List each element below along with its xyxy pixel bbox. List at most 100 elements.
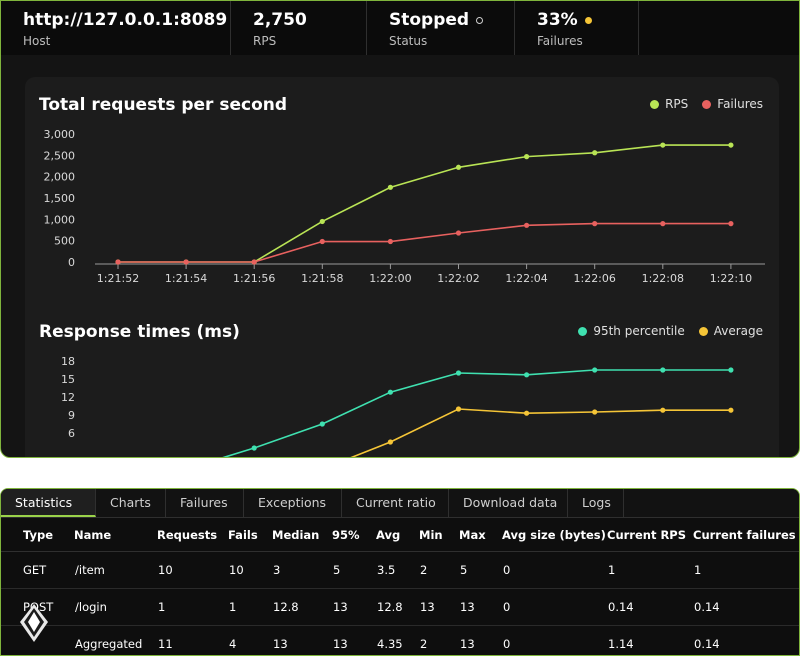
col-avg[interactable]: Avg <box>376 518 419 552</box>
col-name[interactable]: Name <box>74 518 157 552</box>
failures-stat: 33% Failures <box>515 1 639 55</box>
table-cell: Aggregated <box>74 625 157 655</box>
table-cell: 13 <box>272 625 332 655</box>
data-point <box>660 407 666 413</box>
table-cell: 3 <box>272 551 332 589</box>
charts-card: Total requests per second RPS Failures R… <box>25 77 779 457</box>
x-tick-label: 1:21:58 <box>301 272 343 285</box>
data-point <box>251 259 257 265</box>
data-point <box>592 221 598 227</box>
tab-logs[interactable]: Logs <box>568 489 624 517</box>
data-point <box>660 367 666 373</box>
table-cell: 13 <box>459 625 502 655</box>
y-tick-label: 1,500 <box>44 192 76 205</box>
legend-average-label: Average <box>713 324 763 338</box>
stats-header: http://127.0.0.1:8089 Host 2,750 RPS Sto… <box>1 1 799 55</box>
y-tick-label: 1,000 <box>44 213 76 226</box>
y-tick-label: 18 <box>61 355 75 368</box>
x-tick-label: 1:21:54 <box>165 272 207 285</box>
data-point <box>592 367 598 373</box>
tab-charts[interactable]: Charts <box>96 489 166 517</box>
table-cell: 2 <box>419 625 459 655</box>
x-tick-label: 1:22:06 <box>573 272 615 285</box>
table-cell: 13 <box>332 588 376 626</box>
legend-p95[interactable]: 95th percentile <box>578 324 685 338</box>
table-cell: 1 <box>157 588 228 626</box>
data-point <box>387 238 393 245</box>
tab-current-ratio[interactable]: Current ratio <box>342 489 449 517</box>
table-cell: 5 <box>459 551 502 589</box>
legend-rps[interactable]: RPS <box>650 97 688 111</box>
y-tick-label: 3,000 <box>44 128 76 141</box>
table-cell: 0 <box>502 588 607 626</box>
data-point <box>455 370 462 376</box>
y-tick-label: 6 <box>68 427 75 440</box>
table-cell: 0.14 <box>607 588 693 626</box>
data-point <box>524 372 530 378</box>
legend-p95-dot-icon <box>578 326 588 336</box>
data-point <box>728 221 734 227</box>
y-tick-label: 2,500 <box>44 149 76 162</box>
table-cell: 0.14 <box>693 625 799 655</box>
data-point <box>524 410 530 416</box>
response-chart-title: Response times (ms) <box>39 322 240 342</box>
tab-statistics[interactable]: Statistics <box>1 489 96 517</box>
y-tick-label: 15 <box>61 373 75 386</box>
col-avg-size[interactable]: Avg size (bytes) <box>502 518 607 552</box>
tab-download-data[interactable]: Download data <box>449 489 568 517</box>
data-point <box>524 222 530 228</box>
series-line-rps <box>118 144 731 263</box>
legend-rps-label: RPS <box>665 97 689 111</box>
table-cell: /login <box>74 588 157 626</box>
rps-value: 2,750 <box>253 10 307 30</box>
response-chart-legend: 95th percentile Average <box>578 324 763 338</box>
col-current-failures[interactable]: Current failures <box>693 518 799 552</box>
legend-average[interactable]: Average <box>698 324 763 338</box>
x-tick-label: 1:22:04 <box>505 272 547 285</box>
table-cell: 10 <box>228 551 272 589</box>
x-tick-label: 1:22:02 <box>437 272 479 285</box>
tab-failures[interactable]: Failures <box>166 489 244 517</box>
col-min[interactable]: Min <box>419 518 459 552</box>
col-median[interactable]: Median <box>272 518 332 552</box>
table-cell: 0 <box>502 551 607 589</box>
data-point <box>660 142 666 148</box>
charts-svg: 3,000 2,500 2,000 1,500 1,000 500 0 1:21:52 1:21… <box>44 128 765 457</box>
x-tick-label: 1:22:00 <box>369 272 411 285</box>
statistics-panel: Statistics Charts Failures Exceptions Cu… <box>0 488 800 656</box>
y-tick-label: 9 <box>68 409 75 422</box>
table-cell: 13 <box>332 625 376 655</box>
col-fails[interactable]: Fails <box>228 518 272 552</box>
table-row: POST/login 1 1 12.8 13 12.8 13 13 0 0.14 0.14 <box>1 588 799 626</box>
data-point <box>319 421 325 427</box>
col-max[interactable]: Max <box>459 518 502 552</box>
table-cell: 12.8 <box>272 588 332 626</box>
table-cell: 3.5 <box>376 551 419 589</box>
tab-bar: Statistics Charts Failures Exceptions Cu… <box>1 489 799 518</box>
data-point <box>728 407 734 413</box>
statistics-table: Type Name Requests Fails Median 95% Avg … <box>1 518 799 655</box>
data-point <box>319 218 325 225</box>
table-cell: 10 <box>157 551 228 589</box>
data-point <box>660 221 666 227</box>
col-type[interactable]: Type <box>1 518 74 552</box>
tab-exceptions[interactable]: Exceptions <box>244 489 342 517</box>
col-95[interactable]: 95% <box>332 518 376 552</box>
data-point <box>387 439 393 445</box>
series-line-failures <box>118 222 731 263</box>
data-point <box>455 406 462 412</box>
data-point <box>251 445 257 451</box>
table-cell: 13 <box>459 588 502 626</box>
legend-failures[interactable]: Failures <box>702 97 763 111</box>
col-requests[interactable]: Requests <box>157 518 228 552</box>
data-point <box>592 150 598 156</box>
table-cell: 4 <box>228 625 272 655</box>
legend-failures-dot-icon <box>702 99 712 109</box>
table-cell: /item <box>74 551 157 589</box>
col-current-rps[interactable]: Current RPS <box>607 518 693 552</box>
y-tick-label: 500 <box>54 235 75 248</box>
data-point <box>115 259 121 265</box>
failures-indicator-icon <box>584 16 592 24</box>
x-tick-label: 1:21:52 <box>97 272 139 285</box>
table-cell: 1.14 <box>607 625 693 655</box>
